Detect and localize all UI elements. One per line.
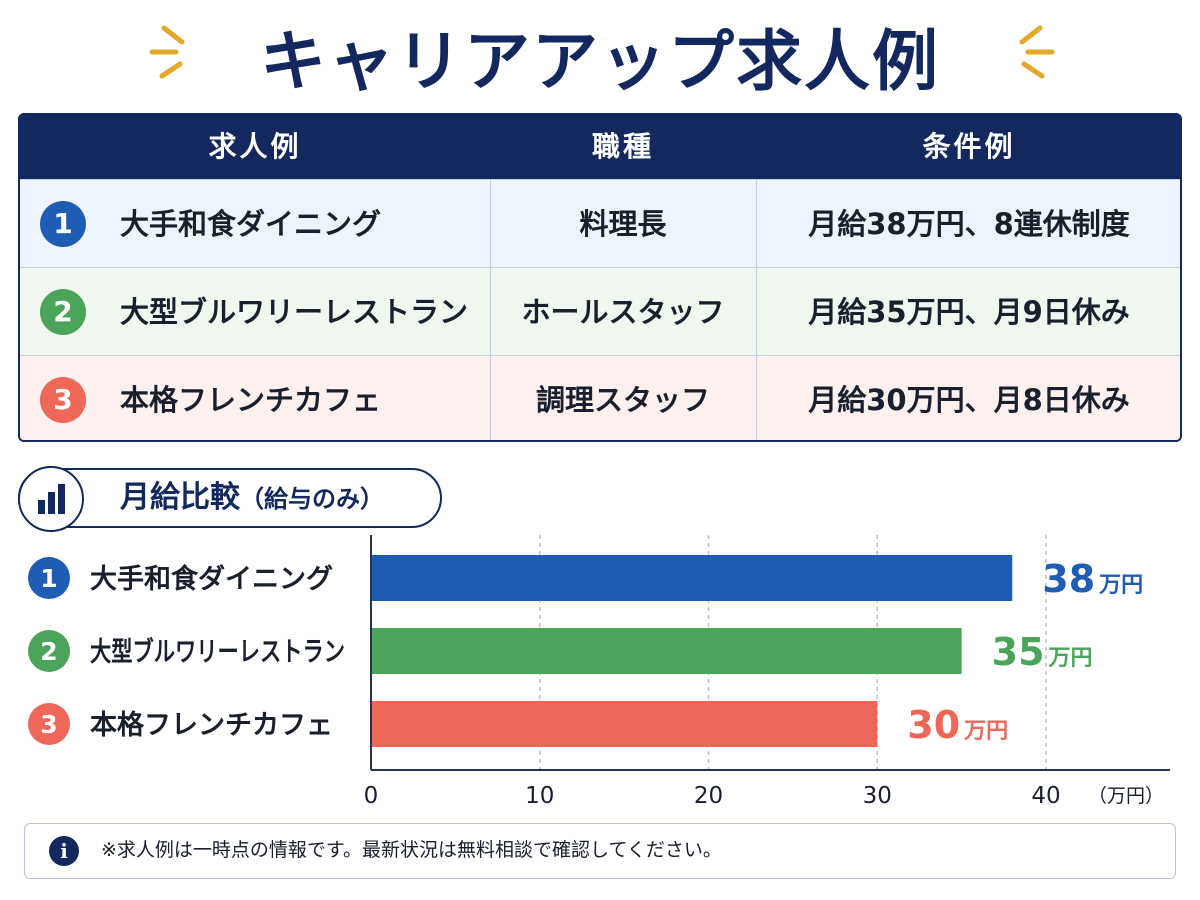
row-number-badge: 3 — [40, 377, 86, 423]
category-number-badge — [28, 630, 70, 672]
salary-bar-chart: 1 大手和食ダイニング 38 万円 2 大型ブルワリーレストラン 35 万円 3 本格フレンチカフ… — [28, 535, 1170, 809]
job-name: 大手和食ダイニング — [120, 207, 382, 241]
data-label: 35 万円 — [992, 630, 1093, 674]
job-name: 大型ブルワリーレストラン — [120, 295, 469, 329]
sparkle-left-icon — [149, 25, 185, 79]
bar — [371, 628, 962, 674]
sparkle-right-icon — [1019, 25, 1055, 79]
page-title: キャリアアップ求人例 — [260, 23, 940, 100]
job-conditions: 月給30万円、月8日休み — [808, 383, 1130, 417]
category-label: 本格フレンチカフェ — [90, 710, 333, 741]
job-role: 調理スタッフ — [535, 383, 710, 417]
x-axis-label: （万円） — [1088, 785, 1164, 807]
bar-chart-icon — [18, 466, 84, 532]
header-job: 求人例 — [208, 130, 302, 163]
x-tick-label: 40 — [1031, 783, 1060, 809]
category-label: 大手和食ダイニング — [90, 563, 333, 595]
chart-subtitle: （給与のみ） — [240, 485, 384, 513]
title-area: キャリアアップ求人例 — [0, 0, 1200, 108]
data-label: 38 万円 — [1042, 557, 1143, 601]
data-label-unit: 万円 — [1098, 573, 1143, 598]
x-tick-label: 30 — [863, 783, 892, 809]
x-tick-label: 20 — [694, 783, 723, 809]
info-icon: i — [49, 836, 79, 866]
category-number: 3 — [40, 710, 57, 739]
job-conditions: 月給35万円、月9日休み — [808, 295, 1130, 329]
info-note: i ※求人例は一時点の情報です。最新状況は無料相談で確認してください。 — [24, 823, 1176, 879]
table-row: 1 大手和食ダイニング 料理長 月給38万円、8連休制度 — [20, 179, 1180, 267]
category-label: 大型ブルワリーレストラン — [90, 636, 345, 668]
x-tick-label: 10 — [525, 783, 554, 809]
header-role: 職種 — [591, 130, 654, 163]
table-row: 3 本格フレンチカフェ 調理スタッフ 月給30万円、月8日休み — [20, 355, 1180, 440]
job-name: 本格フレンチカフェ — [120, 383, 382, 417]
category-number: 2 — [40, 637, 57, 666]
job-conditions: 月給38万円、8連休制度 — [808, 207, 1130, 241]
category-number-badge — [28, 703, 70, 745]
header-conditions: 条件例 — [922, 130, 1016, 163]
category-number: 1 — [40, 564, 57, 593]
row-number-badge: 2 — [40, 289, 86, 335]
table-row: 2 大型ブルワリーレストラン ホールスタッフ 月給35万円、月9日休み — [20, 267, 1180, 355]
bar — [371, 701, 878, 747]
note-text: ※求人例は一時点の情報です。最新状況は無料相談で確認してください。 — [101, 839, 722, 861]
job-role: 料理長 — [579, 207, 667, 241]
x-tick-label: 0 — [364, 783, 379, 809]
bar — [371, 555, 1013, 601]
data-label-unit: 万円 — [963, 719, 1008, 744]
table-header: 求人例 職種 条件例 — [20, 115, 1180, 179]
job-table: 求人例 職種 条件例 1 大手和食ダイニング 料理長 月給38万円、8連休制度 … — [18, 113, 1182, 442]
row-number-badge: 1 — [40, 201, 86, 247]
job-role: ホールスタッフ — [521, 295, 725, 329]
data-label: 30 万円 — [907, 703, 1008, 747]
chart-header: 月給比較（給与のみ） — [18, 466, 442, 532]
data-label-unit: 万円 — [1048, 646, 1093, 671]
category-number-badge — [28, 557, 70, 599]
chart-title: 月給比較 — [120, 480, 240, 515]
